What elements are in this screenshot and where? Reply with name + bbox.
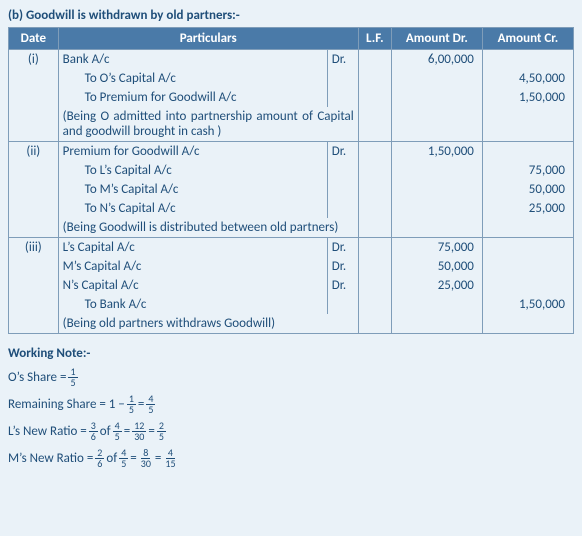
lf-cell	[358, 50, 391, 142]
particulars-cell: To O’s Capital A/c	[58, 69, 327, 88]
narration-cell: (Being Goodwill is distributed between o…	[58, 218, 358, 238]
dr-indicator	[327, 180, 358, 199]
amount-cr-cell: 25,000	[482, 199, 573, 218]
particulars-cell: To Premium for Goodwill A/c	[58, 88, 327, 107]
table-row: To M’s Capital A/c 50,000	[9, 180, 574, 199]
amount-dr-cell: 75,000	[391, 238, 482, 258]
dr-indicator	[327, 161, 358, 180]
amount-dr-cell	[391, 69, 482, 88]
lf-cell	[358, 238, 391, 334]
amount-cr-cell: 50,000	[482, 180, 573, 199]
dr-indicator: Dr.	[327, 142, 358, 162]
working-note-line: M’s New Ratio = 26 of 45 = 830 = 415	[8, 448, 574, 469]
table-row: (Being O admitted into partnership amoun…	[9, 107, 574, 142]
amount-dr-cell: 50,000	[391, 257, 482, 276]
col-amount-cr: Amount Cr.	[482, 28, 573, 50]
particulars-cell: M’s Capital A/c	[58, 257, 327, 276]
particulars-cell: Bank A/c	[58, 50, 327, 70]
amount-dr-cell	[391, 161, 482, 180]
working-note-line: O’s Share = 15	[8, 367, 574, 388]
table-row: (Being Goodwill is distributed between o…	[9, 218, 574, 238]
amount-cr-cell: 4,50,000	[482, 69, 573, 88]
table-row: To L’s Capital A/c 75,000	[9, 161, 574, 180]
particulars-cell: N’s Capital A/c	[58, 276, 327, 295]
table-row: (ii)Premium for Goodwill A/cDr.1,50,000	[9, 142, 574, 162]
dr-indicator	[327, 199, 358, 218]
working-note-area: O’s Share = 15 Remaining Share = 1 − 15 =…	[8, 367, 574, 469]
amount-cr-cell	[482, 50, 573, 70]
amount-dr-cell	[391, 180, 482, 199]
particulars-cell: L’s Capital A/c	[58, 238, 327, 258]
amount-dr-cell: 6,00,000	[391, 50, 482, 70]
table-row: To O’s Capital A/c 4,50,000	[9, 69, 574, 88]
working-note-title: Working Note:-	[8, 346, 574, 361]
entry-ref: (ii)	[9, 142, 59, 238]
amount-dr-cell	[391, 218, 482, 238]
dr-indicator: Dr.	[327, 238, 358, 258]
amount-cr-cell	[482, 238, 573, 258]
amount-cr-cell: 75,000	[482, 161, 573, 180]
dr-indicator: Dr.	[327, 257, 358, 276]
table-row: (iii)L’s Capital A/cDr.75,000	[9, 238, 574, 258]
table-row: To N’s Capital A/c 25,000	[9, 199, 574, 218]
particulars-cell: Premium for Goodwill A/c	[58, 142, 327, 162]
working-note-line: Remaining Share = 1 − 15 = 45	[8, 394, 574, 415]
journal-table: Date Particulars L.F. Amount Dr. Amount …	[8, 27, 574, 334]
dr-indicator	[327, 69, 358, 88]
amount-cr-cell: 1,50,000	[482, 295, 573, 314]
narration-cell: (Being O admitted into partnership amoun…	[58, 107, 358, 142]
table-row: (Being old partners withdraws Goodwill)	[9, 314, 574, 334]
particulars-cell: To N’s Capital A/c	[58, 199, 327, 218]
amount-cr-cell	[482, 142, 573, 162]
amount-dr-cell	[391, 88, 482, 107]
table-row: To Premium for Goodwill A/c 1,50,000	[9, 88, 574, 107]
table-header-row: Date Particulars L.F. Amount Dr. Amount …	[9, 28, 574, 50]
amount-cr-cell: 1,50,000	[482, 88, 573, 107]
col-date: Date	[9, 28, 59, 50]
particulars-cell: To Bank A/c	[58, 295, 327, 314]
table-row: (i)Bank A/cDr.6,00,000	[9, 50, 574, 70]
working-note-line: L’s New Ratio = 36 of 45 = 1230 = 25	[8, 421, 574, 442]
amount-cr-cell	[482, 257, 573, 276]
amount-dr-cell	[391, 107, 482, 142]
entry-ref: (i)	[9, 50, 59, 142]
amount-dr-cell	[391, 295, 482, 314]
table-row: To Bank A/c 1,50,000	[9, 295, 574, 314]
dr-indicator	[327, 295, 358, 314]
amount-dr-cell	[391, 314, 482, 334]
dr-indicator: Dr.	[327, 276, 358, 295]
amount-dr-cell: 1,50,000	[391, 142, 482, 162]
amount-cr-cell	[482, 218, 573, 238]
lf-cell	[358, 142, 391, 238]
particulars-cell: To M’s Capital A/c	[58, 180, 327, 199]
col-lf: L.F.	[358, 28, 391, 50]
amount-cr-cell	[482, 314, 573, 334]
amount-dr-cell	[391, 199, 482, 218]
particulars-cell: To L’s Capital A/c	[58, 161, 327, 180]
col-particulars: Particulars	[58, 28, 358, 50]
dr-indicator: Dr.	[327, 50, 358, 70]
entry-ref: (iii)	[9, 238, 59, 334]
amount-cr-cell	[482, 276, 573, 295]
narration-cell: (Being old partners withdraws Goodwill)	[58, 314, 358, 334]
table-row: N’s Capital A/cDr. 25,000	[9, 276, 574, 295]
dr-indicator	[327, 88, 358, 107]
table-row: M’s Capital A/cDr. 50,000	[9, 257, 574, 276]
amount-cr-cell	[482, 107, 573, 142]
amount-dr-cell: 25,000	[391, 276, 482, 295]
section-heading: (b) Goodwill is withdrawn by old partner…	[8, 8, 574, 23]
col-amount-dr: Amount Dr.	[391, 28, 482, 50]
